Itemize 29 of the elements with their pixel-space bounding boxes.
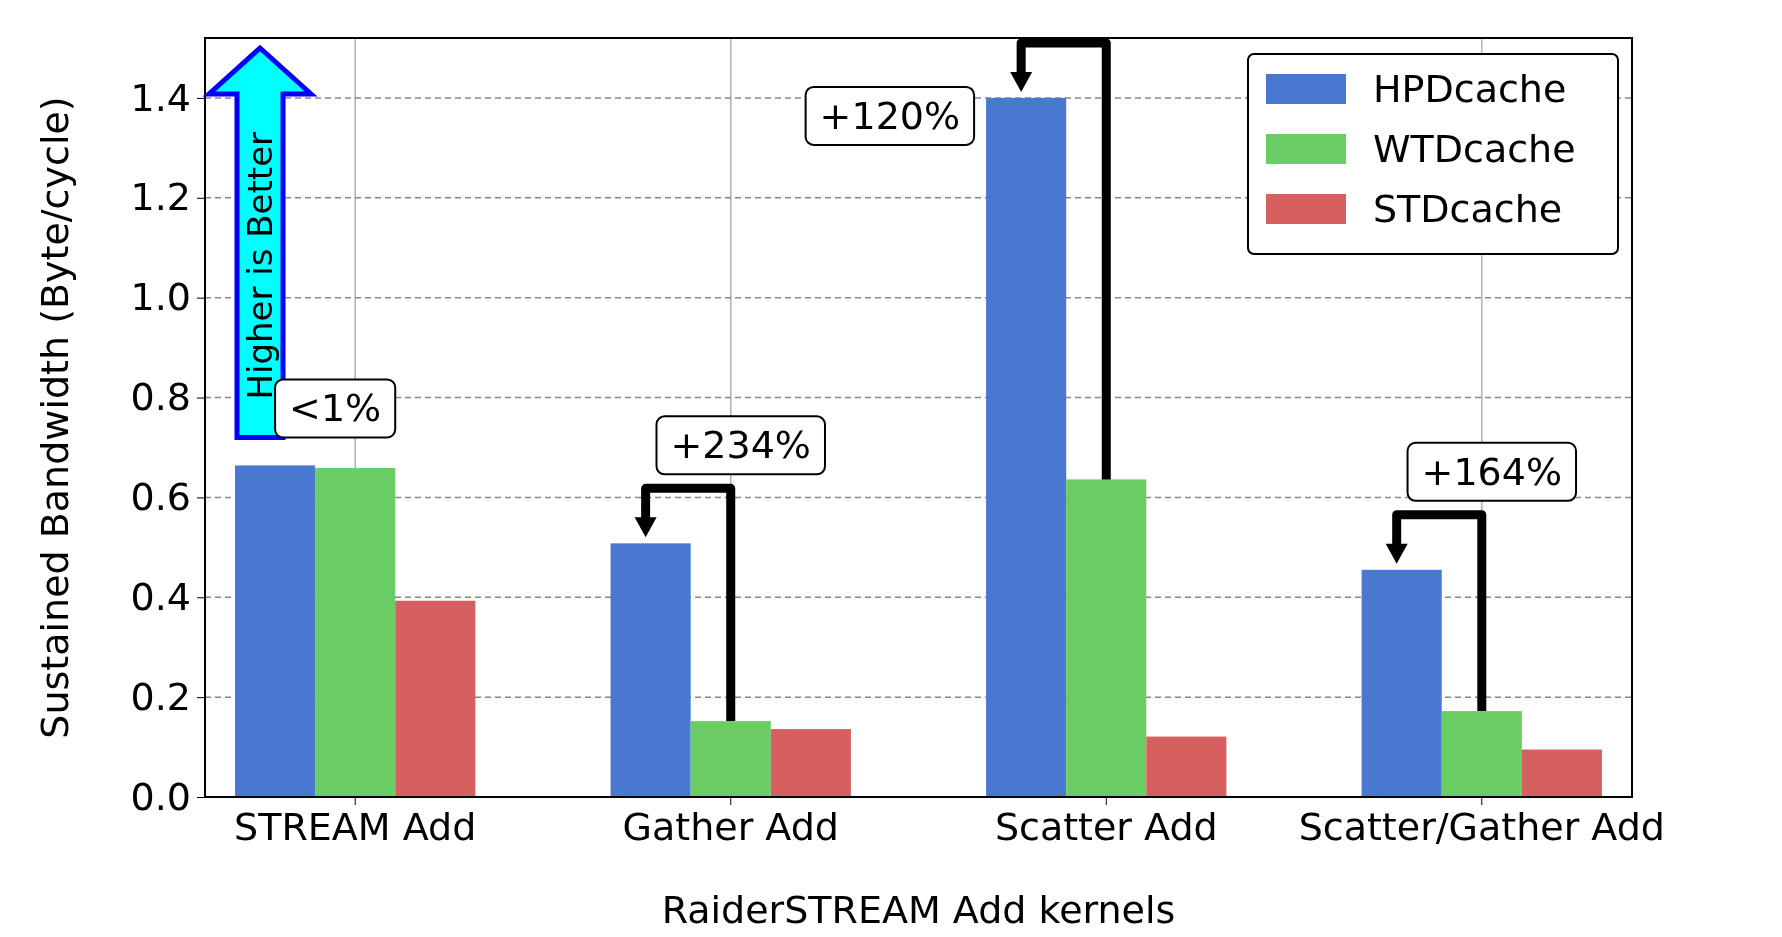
y-tick-label: 1.0 [130,275,191,320]
x-axis-title: RaiderSTREAM Add kernels [661,888,1176,932]
annotation: Higher is Better [240,131,280,400]
bar [235,465,316,797]
y-tick-label: 0.0 [130,774,191,819]
legend-label: HPDcache [1373,67,1567,111]
bar [690,721,771,797]
y-tick-label: 1.4 [130,75,191,120]
legend-label: STDcache [1373,187,1563,231]
bar [395,600,476,797]
x-tick-label: STREAM Add [234,804,477,849]
bar [315,467,396,797]
x-tick-label: Scatter/Gather Add [1298,804,1665,849]
bar [1521,749,1602,797]
annotation: <1% [289,386,382,431]
y-tick-label: 0.4 [130,574,191,619]
y-tick-label: 0.6 [130,475,191,520]
y-axis-title: Sustained Bandwidth (Byte/cycle) [33,96,77,739]
bar [1146,736,1227,797]
annotation: +164% [1421,449,1563,494]
x-tick-label: Scatter Add [994,804,1218,849]
annotation: +120% [819,93,961,138]
annotation: +234% [670,423,811,468]
bar [770,729,851,797]
y-tick-label: 0.8 [130,375,191,420]
y-tick-label: 1.2 [130,175,191,220]
x-tick-label: Gather Add [622,804,839,849]
y-tick-label: 0.2 [130,674,191,719]
legend-label: WTDcache [1373,127,1576,171]
